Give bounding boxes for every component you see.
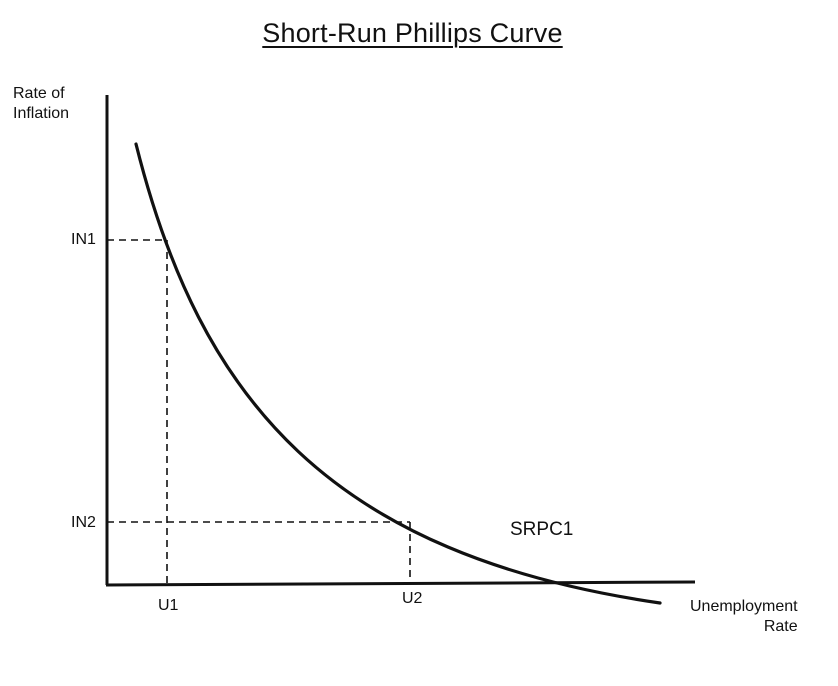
x-tick-u2: U2 — [402, 590, 423, 607]
y-axis-label: Rate of Inflation — [13, 84, 69, 124]
x-axis-label-line2: Rate — [763, 618, 798, 635]
x-tick-u1: U1 — [158, 597, 179, 614]
y-tick-in1: IN1 — [71, 231, 96, 248]
x-axis-label: Unemployment Rate — [690, 597, 798, 637]
y-axis-label-line1: Rate of — [13, 85, 65, 102]
srpc1-curve — [134, 142, 662, 605]
y-tick-in2: IN2 — [71, 514, 96, 531]
x-axis-line — [105, 580, 696, 587]
y-axis-label-line2: Inflation — [13, 105, 70, 122]
x-axis-label-line1: Unemployment — [690, 598, 798, 615]
curve-label-srpc1: SRPC1 — [510, 519, 574, 540]
diagram-title: Short-Run Phillips Curve — [262, 18, 563, 48]
